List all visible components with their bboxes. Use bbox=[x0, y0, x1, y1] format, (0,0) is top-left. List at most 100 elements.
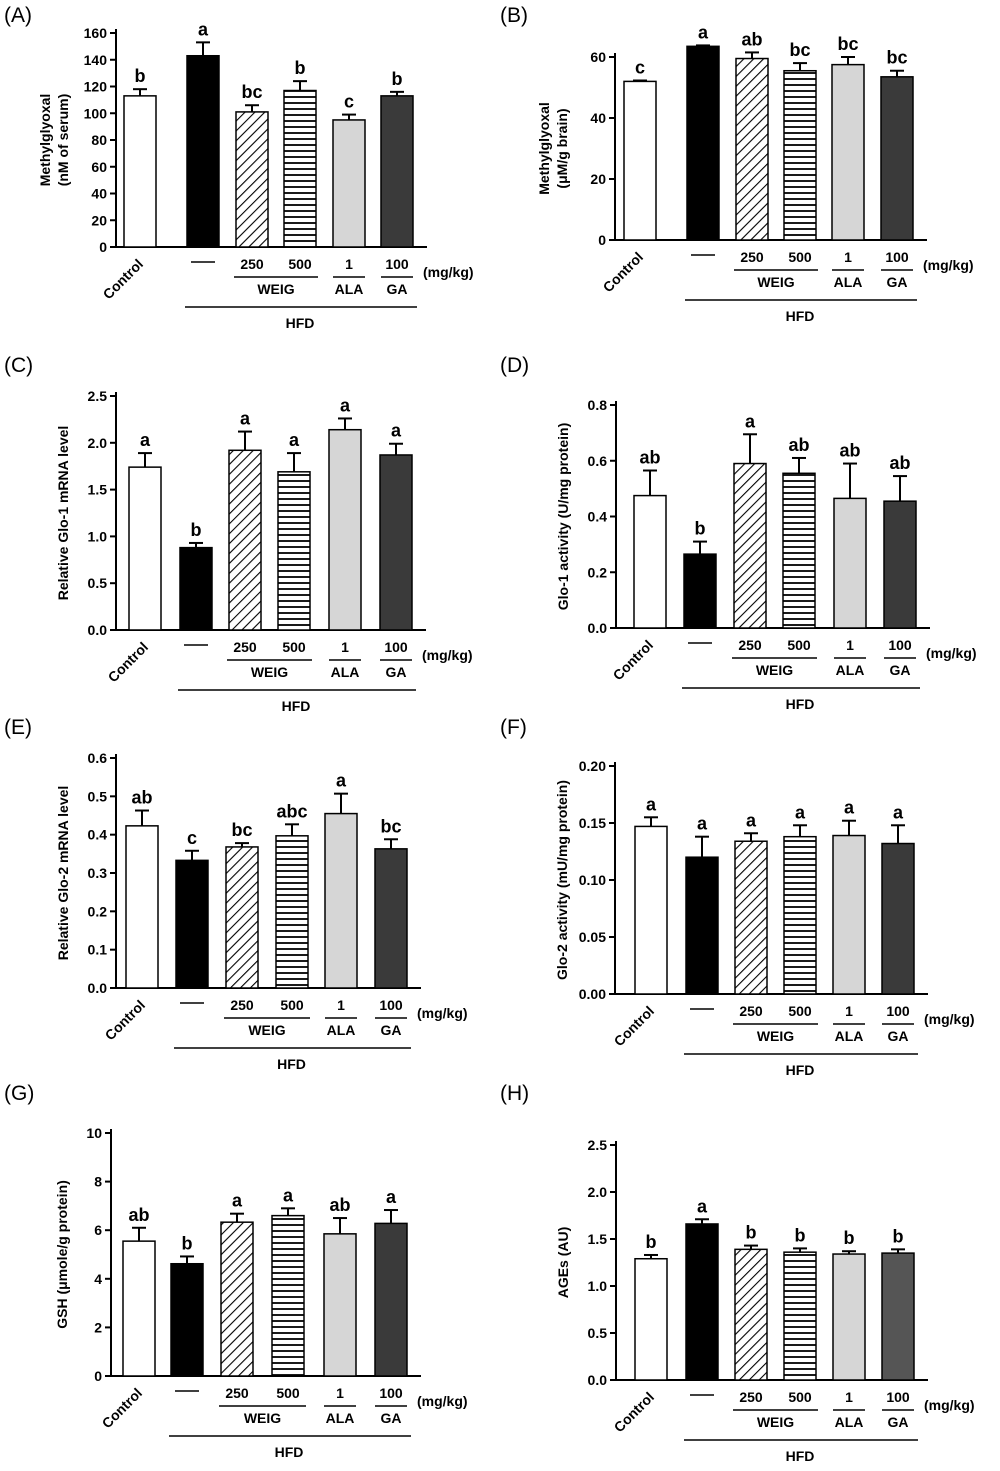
y-tick-label: 120 bbox=[84, 79, 108, 95]
y-tick-label: 0.0 bbox=[588, 620, 608, 636]
group-label-ala: ALA bbox=[331, 664, 360, 680]
dose-label-250: 250 bbox=[240, 256, 264, 272]
bar-weig-500 bbox=[782, 472, 816, 629]
significance-letter: b bbox=[135, 66, 146, 86]
y-tick-label: 0.6 bbox=[588, 453, 608, 469]
y-axis-title: Relative Glo-2 mRNA level bbox=[55, 786, 71, 961]
dose-label-100: 100 bbox=[885, 249, 909, 265]
significance-letter: a bbox=[646, 794, 657, 814]
bar-weig-250 bbox=[734, 840, 768, 995]
significance-letter: ab bbox=[639, 448, 660, 468]
significance-letter: b bbox=[893, 1226, 904, 1246]
bar-hfd bbox=[686, 45, 720, 241]
unit-label: (mg/kg) bbox=[926, 645, 977, 661]
group-label-ga: GA bbox=[381, 1410, 402, 1426]
significance-letter: b bbox=[695, 519, 706, 539]
bar-ala-1 bbox=[832, 1253, 866, 1381]
category-label-control: Control bbox=[100, 256, 147, 303]
y-axis-title: (μM/g brain) bbox=[554, 108, 570, 188]
bar-ga-100 bbox=[379, 454, 413, 631]
group-label-ala: ALA bbox=[327, 1022, 356, 1038]
y-tick-label: 10 bbox=[86, 1125, 102, 1141]
significance-letter: abc bbox=[276, 801, 307, 821]
dose-label-500: 500 bbox=[788, 1389, 812, 1405]
dose-label-100: 100 bbox=[384, 639, 408, 655]
significance-letter: a bbox=[289, 430, 300, 450]
bar-control bbox=[125, 825, 159, 989]
group-label-weig: WEIG bbox=[244, 1410, 281, 1426]
significance-letter: b bbox=[295, 58, 306, 78]
category-label-control: Control bbox=[600, 249, 647, 296]
y-tick-label: 0.0 bbox=[88, 980, 108, 996]
bar-weig-250 bbox=[735, 57, 769, 241]
dose-label-250: 250 bbox=[225, 1385, 249, 1401]
bar-ala-1 bbox=[328, 428, 362, 631]
y-tick-label: 0 bbox=[99, 239, 107, 255]
bar-weig-250 bbox=[235, 111, 269, 248]
dose-label-1: 1 bbox=[341, 639, 349, 655]
group-label-ala: ALA bbox=[836, 662, 865, 678]
bar-ala-1 bbox=[832, 834, 866, 995]
unit-label: (mg/kg) bbox=[417, 1005, 468, 1021]
dose-label-500: 500 bbox=[282, 639, 306, 655]
dose-label-250: 250 bbox=[233, 639, 257, 655]
significance-letter: bc bbox=[380, 816, 401, 836]
dose-label-100: 100 bbox=[385, 256, 409, 272]
bar-weig-250 bbox=[225, 846, 259, 989]
significance-letter: a bbox=[795, 802, 806, 822]
significance-letter: ab bbox=[788, 435, 809, 455]
group-label-hfd: HFD bbox=[286, 315, 315, 331]
y-tick-label: 0.6 bbox=[88, 750, 108, 766]
dose-label-100: 100 bbox=[886, 1389, 910, 1405]
dose-label-250: 250 bbox=[739, 1003, 763, 1019]
bar-control bbox=[634, 825, 668, 995]
bar-weig-500 bbox=[783, 69, 817, 241]
significance-letter: a bbox=[386, 1187, 397, 1207]
chart-panel-g: (G) 0 2 4 6 8 10 GSH (μmole/g protein) ab b a a ab a C… bbox=[4, 1082, 468, 1460]
bar-weig-250 bbox=[734, 1248, 768, 1381]
significance-letter: bc bbox=[837, 34, 858, 54]
group-label-ga: GA bbox=[381, 1022, 402, 1038]
y-tick-label: 0.10 bbox=[579, 872, 606, 888]
dose-label-1: 1 bbox=[337, 997, 345, 1013]
y-tick-label: 0 bbox=[94, 1368, 102, 1384]
significance-letter: a bbox=[746, 810, 757, 830]
bar-control bbox=[128, 466, 162, 631]
bar-hfd bbox=[179, 546, 213, 631]
unit-label: (mg/kg) bbox=[924, 1397, 975, 1413]
dose-label-250: 250 bbox=[739, 1389, 763, 1405]
significance-letter: b bbox=[646, 1232, 657, 1252]
dose-label-500: 500 bbox=[288, 256, 312, 272]
y-tick-label: 0.20 bbox=[579, 758, 606, 774]
bar-weig-500 bbox=[271, 1214, 305, 1377]
chart-panel-f: (F) 0.00 0.05 0.10 0.15 0.20 Glo-2 activity (m… bbox=[500, 716, 975, 1078]
y-tick-label: 1.5 bbox=[88, 482, 108, 498]
bar-weig-500 bbox=[783, 1251, 817, 1381]
dose-label-500: 500 bbox=[280, 997, 304, 1013]
y-tick-label: 0.4 bbox=[588, 509, 608, 525]
bar-ala-1 bbox=[324, 812, 358, 989]
y-tick-label: 0.5 bbox=[88, 788, 108, 804]
significance-letter: a bbox=[844, 798, 855, 818]
y-tick-label: 40 bbox=[91, 186, 107, 202]
significance-letter: a bbox=[745, 411, 756, 431]
chart-panel-b: (B) 0 20 40 60 Methylglyoxal (μM/g brain) c a ab b… bbox=[500, 4, 974, 324]
group-label-hfd: HFD bbox=[277, 1056, 306, 1072]
unit-label: (mg/kg) bbox=[423, 264, 474, 280]
dose-label-250: 250 bbox=[740, 249, 764, 265]
y-tick-label: 60 bbox=[590, 49, 606, 65]
significance-letter: bc bbox=[886, 48, 907, 68]
group-label-hfd: HFD bbox=[786, 308, 815, 324]
group-label-weig: WEIG bbox=[757, 274, 794, 290]
y-tick-label: 6 bbox=[94, 1222, 102, 1238]
bar-hfd bbox=[170, 1262, 204, 1377]
group-label-hfd: HFD bbox=[275, 1444, 304, 1460]
group-label-ala: ALA bbox=[835, 1028, 864, 1044]
panel-label: (A) bbox=[4, 4, 32, 27]
significance-letter: ab bbox=[889, 453, 910, 473]
y-tick-label: 2.0 bbox=[88, 435, 108, 451]
significance-letter: a bbox=[336, 771, 347, 791]
dose-label-500: 500 bbox=[787, 637, 811, 653]
dose-label-1: 1 bbox=[844, 249, 852, 265]
